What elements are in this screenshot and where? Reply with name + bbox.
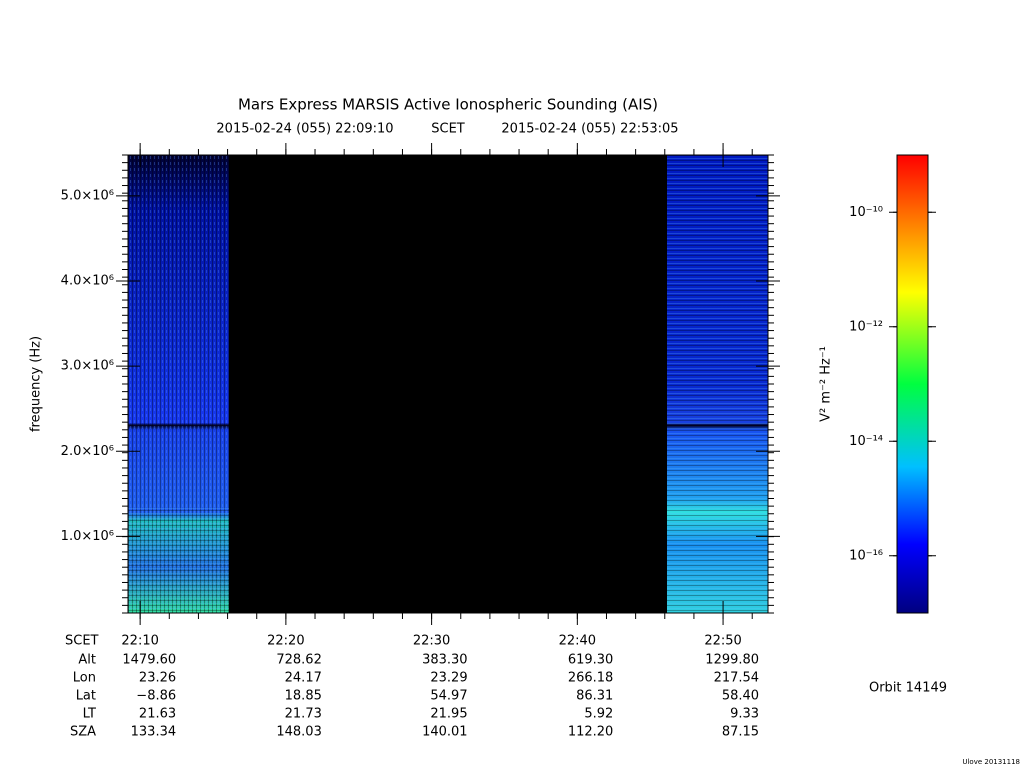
- x-tick-label: 22:20: [267, 634, 304, 649]
- spectrogram-texture: [667, 155, 768, 613]
- time-label: SCET: [431, 122, 465, 137]
- ephemeris-value: 87.15: [722, 725, 759, 740]
- colorbar-tick-label: 10⁻¹²: [849, 319, 883, 334]
- colorbar-label: V² m⁻² Hz⁻¹: [819, 346, 834, 422]
- orbit: Orbit 14149: [869, 681, 947, 696]
- ephemeris-value: 86.31: [576, 689, 613, 704]
- ephemeris-value: 217.54: [714, 671, 760, 686]
- chart-title: Mars Express MARSIS Active Ionospheric S…: [238, 96, 658, 114]
- y-tick-label: 2.0×10⁶: [61, 444, 114, 459]
- ephemeris-value: 21.63: [139, 707, 176, 722]
- y-tick-label: 3.0×10⁶: [61, 359, 114, 374]
- row-label: LT: [83, 707, 96, 722]
- ephemeris-value: 23.29: [430, 671, 467, 686]
- spectrogram-texture: [128, 508, 229, 613]
- y-tick-label: 1.0×10⁶: [61, 529, 114, 544]
- row-label: SZA: [70, 725, 96, 740]
- ephemeris-value: 21.95: [430, 707, 467, 722]
- y-axis-label: frequency (Hz): [29, 336, 44, 432]
- plot-background: [128, 155, 768, 613]
- colorbar-tick-label: 10⁻¹⁰: [849, 205, 883, 220]
- ephemeris-value: 383.30: [422, 653, 468, 668]
- row-label: Lon: [73, 671, 96, 686]
- ephemeris-value: 266.18: [568, 671, 614, 686]
- colorbar-tick-label: 10⁻¹⁴: [849, 434, 883, 449]
- x-tick-label: 22:10: [121, 634, 158, 649]
- footer: Ulove 20131118: [962, 758, 1020, 766]
- ephemeris-value: 21.73: [285, 707, 322, 722]
- ephemeris-value: 1299.80: [705, 653, 759, 668]
- x-tick-label: 22:40: [559, 634, 596, 649]
- row-label: Alt: [78, 653, 96, 668]
- x-tick-label: 22:50: [704, 634, 741, 649]
- ephemeris-value: 24.17: [285, 671, 322, 686]
- ephemeris-value: 18.85: [285, 689, 322, 704]
- ephemeris-value: 140.01: [422, 725, 468, 740]
- ephemeris-value: 133.34: [131, 725, 177, 740]
- ephemeris-value: 58.40: [722, 689, 759, 704]
- row-label: Lat: [76, 689, 96, 704]
- ephemeris-value: 9.33: [730, 707, 759, 722]
- colorbar: [896, 154, 929, 614]
- y-tick-label: 4.0×10⁶: [61, 273, 114, 288]
- x-tick-label: 22:30: [413, 634, 450, 649]
- ephemeris-value: 112.20: [568, 725, 614, 740]
- ephemeris-value: 148.03: [276, 725, 322, 740]
- ephemeris-value: 619.30: [568, 653, 614, 668]
- time-end: 2015-02-24 (055) 22:53:05: [501, 122, 678, 137]
- ephemeris-value: 54.97: [430, 689, 467, 704]
- ephemeris-value: −8.86: [136, 689, 176, 704]
- y-tick-label: 5.0×10⁶: [61, 188, 114, 203]
- ephemeris-value: 23.26: [139, 671, 176, 686]
- colorbar-tick-label: 10⁻¹⁶: [849, 548, 883, 563]
- time-start: 2015-02-24 (055) 22:09:10: [216, 122, 393, 137]
- ephemeris-value: 728.62: [276, 653, 322, 668]
- row-label: SCET: [65, 634, 99, 649]
- ephemeris-value: 5.92: [584, 707, 613, 722]
- ephemeris-value: 1479.60: [122, 653, 176, 668]
